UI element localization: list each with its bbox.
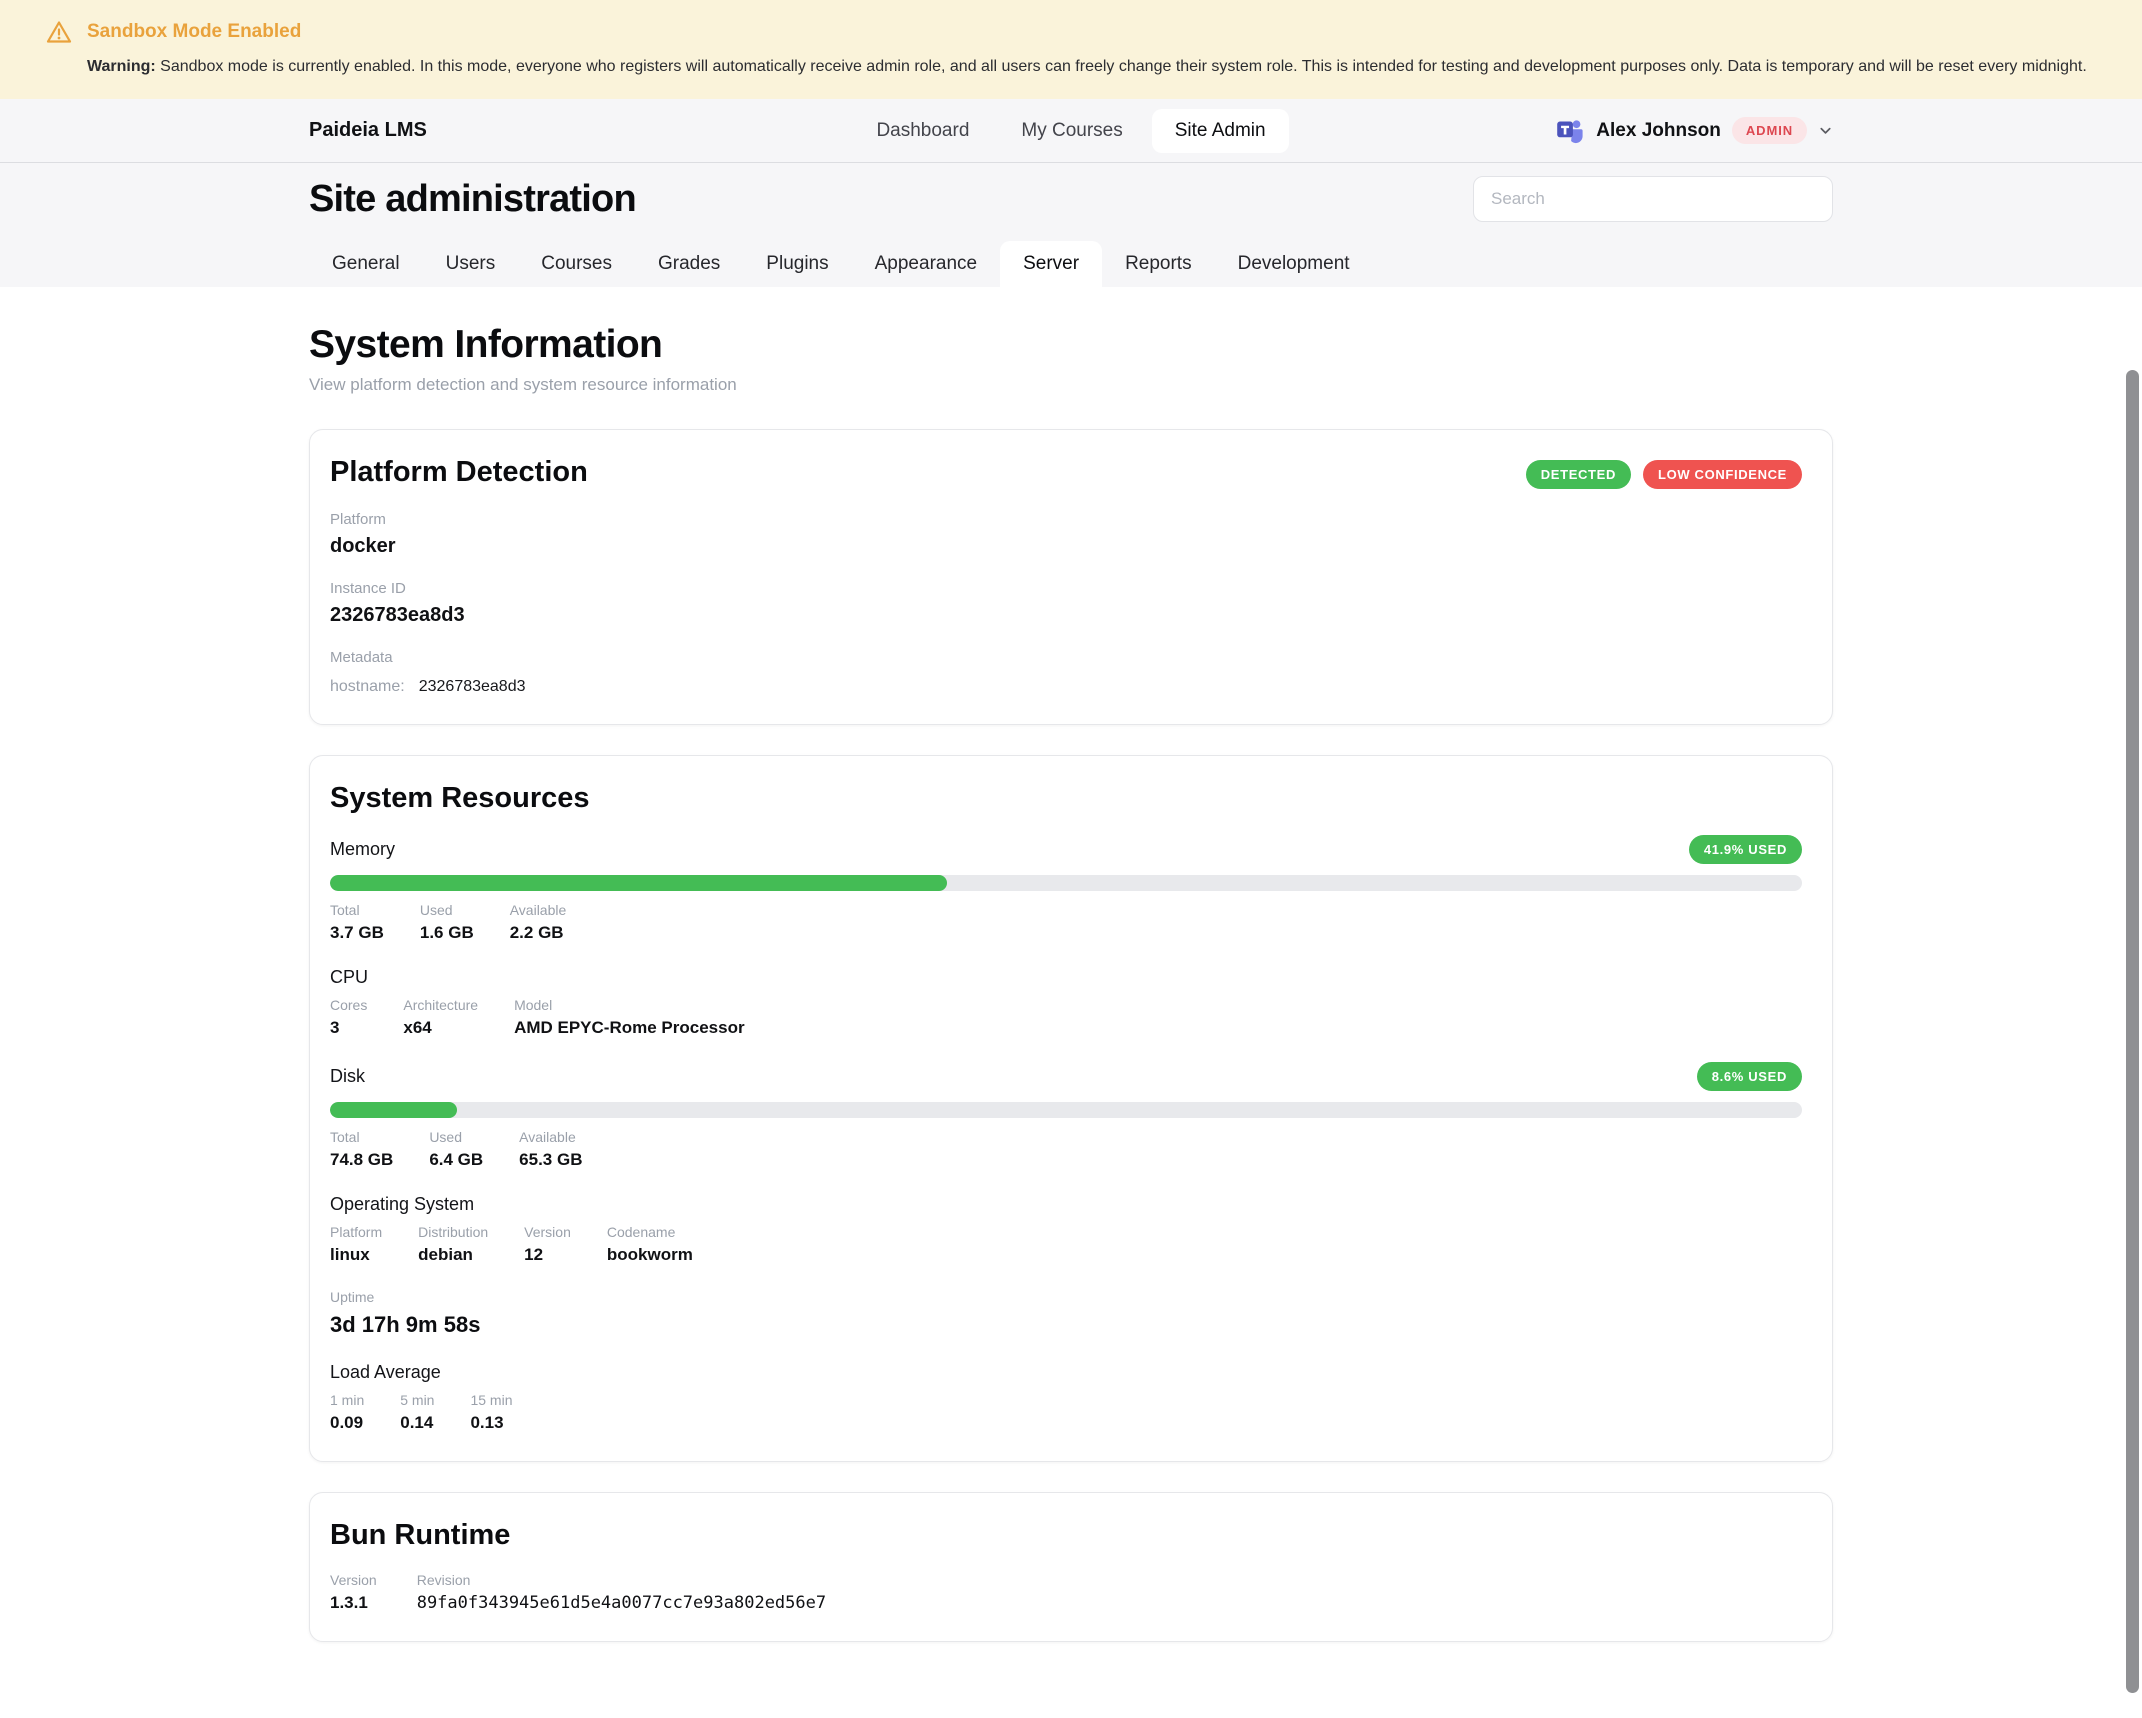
- warning-icon: [46, 20, 72, 44]
- role-badge: ADMIN: [1731, 117, 1808, 144]
- tab-development[interactable]: Development: [1215, 241, 1373, 287]
- nav-item-dashboard[interactable]: Dashboard: [853, 109, 992, 153]
- disk-progress-fill: [330, 1102, 457, 1118]
- banner-message: Warning: Sandbox mode is currently enabl…: [87, 58, 2087, 75]
- uptime-section: Uptime 3d 17h 9m 58s: [330, 1289, 1802, 1338]
- memory-progress-fill: [330, 875, 947, 891]
- page-title: Site administration: [309, 177, 637, 220]
- app-brand: Paideia LMS: [309, 119, 427, 141]
- os-section: Operating System Platform linux Distribut…: [330, 1194, 693, 1264]
- load-5min: 5 min 0.14: [400, 1392, 435, 1432]
- memory-progress-bar: [330, 875, 1802, 891]
- memory-usage-badge: 41.9% USED: [1688, 835, 1802, 864]
- platform-field: Platform docker: [330, 511, 396, 557]
- tab-appearance[interactable]: Appearance: [852, 241, 1000, 287]
- low-confidence-badge: LOW CONFIDENCE: [1643, 460, 1802, 489]
- tab-plugins[interactable]: Plugins: [743, 241, 851, 287]
- cpu-section: CPU Cores 3 Architecture x64 Model AMD EPYC…: [330, 967, 745, 1037]
- tab-courses[interactable]: Courses: [518, 241, 635, 287]
- user-name: Alex Johnson: [1596, 119, 1721, 141]
- user-menu[interactable]: Alex Johnson ADMIN: [1556, 116, 1833, 145]
- memory-section: Memory 41.9% USED Total 3.7 GB Used 1.6 GB…: [330, 835, 1802, 943]
- os-version: Version 12: [524, 1224, 571, 1264]
- main-nav: Dashboard My Courses Site Admin: [853, 108, 1289, 153]
- disk-used: Used 6.4 GB: [429, 1129, 484, 1169]
- metadata-value: 2326783ea8d3: [418, 678, 526, 695]
- metadata-field: Metadata hostname: 2326783ea8d3: [330, 649, 526, 695]
- nav-item-site-admin[interactable]: Site Admin: [1151, 108, 1289, 153]
- nav-item-my-courses[interactable]: My Courses: [998, 109, 1145, 153]
- tab-reports[interactable]: Reports: [1102, 241, 1215, 287]
- metadata-key: hostname:: [330, 678, 405, 695]
- tab-server[interactable]: Server: [1000, 241, 1103, 287]
- disk-available: Available 65.3 GB: [519, 1129, 583, 1169]
- bun-runtime-card: Bun Runtime Version 1.3.1 Revision 89fa0f3…: [309, 1492, 1833, 1642]
- tab-general[interactable]: General: [309, 241, 423, 287]
- search-input[interactable]: [1473, 176, 1833, 222]
- chevron-down-icon: [1818, 123, 1833, 138]
- disk-total: Total 74.8 GB: [330, 1129, 394, 1169]
- memory-used: Used 1.6 GB: [419, 902, 474, 942]
- tab-users[interactable]: Users: [423, 241, 519, 287]
- os-platform: Platform linux: [330, 1224, 383, 1264]
- vertical-scrollbar[interactable]: [2126, 370, 2139, 1693]
- top-navigation: Paideia LMS Dashboard My Courses Site Ad…: [0, 99, 2142, 163]
- banner-title: Sandbox Mode Enabled: [87, 21, 302, 42]
- banner-warning-label: Warning:: [87, 58, 156, 75]
- section-title: System Information: [309, 323, 663, 366]
- disk-section: Disk 8.6% USED Total 74.8 GB Used 6.4 GB A…: [330, 1062, 1802, 1170]
- disk-usage-badge: 8.6% USED: [1696, 1062, 1802, 1091]
- memory-total: Total 3.7 GB: [330, 902, 384, 942]
- system-resources-title: System Resources: [330, 782, 590, 814]
- platform-detection-card: Platform Detection DETECTED LOW CONFIDEN…: [309, 429, 1833, 725]
- cpu-cores: Cores 3: [330, 997, 368, 1037]
- os-distribution: Distribution debian: [418, 1224, 489, 1264]
- os-codename: Codename bookworm: [606, 1224, 693, 1264]
- section-subtitle: View platform detection and system resou…: [309, 375, 737, 394]
- memory-available: Available 2.2 GB: [509, 902, 567, 942]
- sandbox-banner: Sandbox Mode Enabled Warning: Sandbox mo…: [0, 0, 2142, 99]
- cpu-architecture: Architecture x64: [403, 997, 479, 1037]
- detected-badge: DETECTED: [1525, 460, 1632, 489]
- bun-runtime-title: Bun Runtime: [330, 1519, 511, 1551]
- disk-progress-bar: [330, 1102, 1802, 1118]
- bun-version: Version 1.3.1: [330, 1572, 377, 1612]
- load-1min: 1 min 0.09: [330, 1392, 365, 1432]
- load-average-section: Load Average 1 min 0.09 5 min 0.14 15 min 0…: [330, 1362, 513, 1432]
- teams-icon: [1556, 116, 1585, 145]
- system-resources-card: System Resources Memory 41.9% USED Total…: [309, 755, 1833, 1462]
- load-15min: 15 min 0.13: [470, 1392, 513, 1432]
- tab-grades[interactable]: Grades: [635, 241, 743, 287]
- instance-id-field: Instance ID 2326783ea8d3: [330, 580, 465, 626]
- cpu-model: Model AMD EPYC-Rome Processor: [514, 997, 745, 1037]
- bun-revision: Revision 89fa0f343945e61d5e4a0077cc7e93a8…: [416, 1572, 827, 1613]
- platform-detection-title: Platform Detection: [330, 456, 588, 488]
- admin-tabs: General Users Courses Grades Plugins App…: [309, 235, 1833, 287]
- uptime-value: 3d 17h 9m 58s: [330, 1312, 481, 1337]
